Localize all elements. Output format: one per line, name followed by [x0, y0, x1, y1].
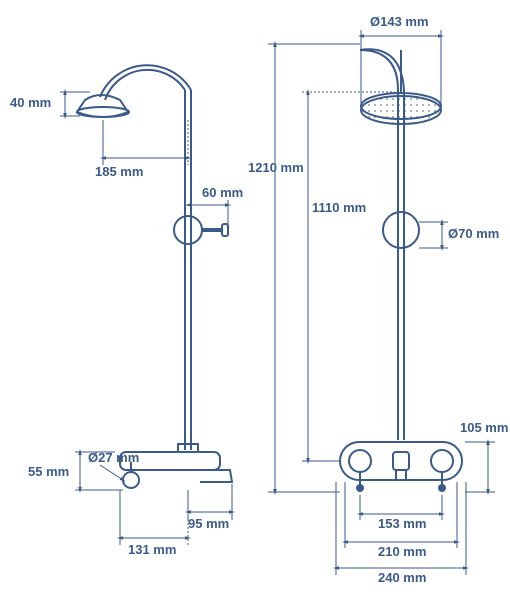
dim-210mm: 210 mm [378, 544, 426, 559]
dim-60mm: 60 mm [202, 185, 243, 200]
dim-1110mm: 1110 mm [312, 200, 366, 215]
dimension-diagram: 40 mm 185 mm 60 mm 1210 mm 1110 mm Ø143 … [0, 0, 510, 600]
drawing-svg [0, 0, 510, 600]
dim-40mm: 40 mm [10, 95, 51, 110]
front-view [340, 49, 462, 491]
dim-143mm: Ø143 mm [370, 14, 429, 29]
dim-185mm: 185 mm [95, 164, 143, 179]
dim-105mm: 105 mm [460, 420, 508, 435]
dim-70mm: Ø70 mm [448, 226, 499, 241]
dim-131mm: 131 mm [128, 542, 176, 557]
dim-240mm: 240 mm [378, 570, 426, 585]
dim-95mm: 95 mm [188, 516, 229, 531]
side-view [77, 65, 232, 488]
dim-27mm: Ø27 mm [88, 450, 139, 465]
dim-153mm: 153 mm [378, 516, 426, 531]
dim-55mm: 55 mm [28, 464, 69, 479]
dim-1210mm: 1210 mm [248, 160, 304, 175]
